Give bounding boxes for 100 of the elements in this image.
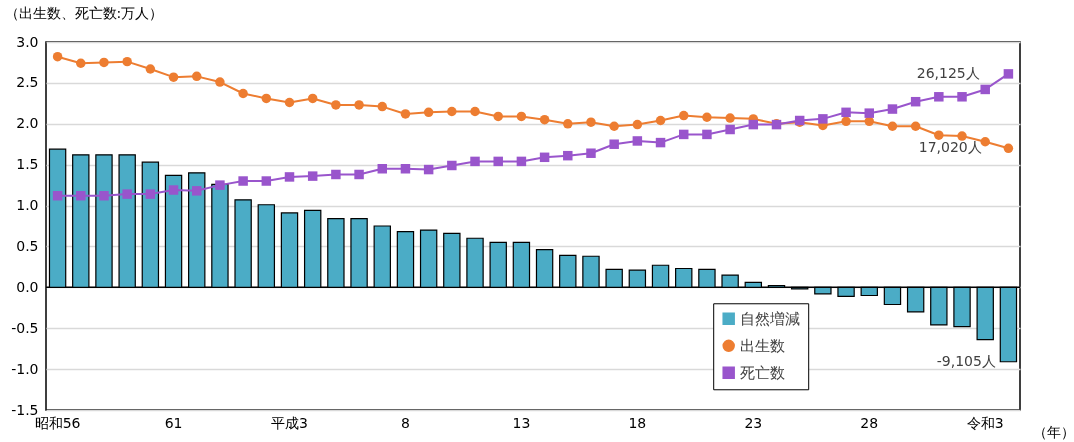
- y-tick-label: 3.0: [16, 33, 39, 50]
- legend-label: 自然増減: [740, 309, 801, 328]
- annotation: 26,125人: [916, 64, 980, 81]
- point: [818, 114, 828, 124]
- point: [238, 176, 248, 186]
- point: [261, 176, 272, 186]
- point: [1003, 69, 1014, 79]
- point: [145, 64, 156, 74]
- point: [934, 130, 944, 140]
- point: [215, 77, 225, 87]
- annotation: -9,105人: [936, 352, 996, 369]
- x-tick-label: 平成3: [271, 414, 308, 431]
- point: [957, 92, 967, 102]
- point: [400, 109, 411, 119]
- point: [52, 51, 63, 62]
- point: [377, 164, 388, 174]
- x-tick-label: 令和3: [966, 414, 1004, 431]
- point: [307, 171, 318, 181]
- point: [192, 71, 202, 82]
- point: [910, 96, 921, 107]
- point: [377, 101, 387, 112]
- point: [400, 164, 411, 174]
- point: [632, 136, 643, 146]
- point: [980, 84, 990, 95]
- point: [423, 164, 434, 175]
- point: [307, 93, 318, 104]
- point: [215, 180, 225, 190]
- y-axis-title: （出生数、死亡数:万人）: [4, 4, 164, 21]
- point: [864, 108, 875, 118]
- point: [122, 189, 132, 199]
- legend-label: 出生数: [740, 336, 786, 355]
- x-axis-title: （年）: [1032, 423, 1074, 440]
- point: [725, 124, 735, 135]
- point: [168, 72, 179, 82]
- point: [609, 121, 619, 131]
- point: [655, 137, 666, 148]
- point: [493, 156, 503, 167]
- point: [980, 137, 990, 147]
- point: [609, 139, 619, 149]
- point: [261, 93, 272, 104]
- point: [447, 106, 457, 117]
- point: [1003, 143, 1014, 154]
- point: [76, 58, 86, 68]
- point: [679, 129, 689, 140]
- point: [470, 106, 480, 117]
- point: [957, 131, 967, 141]
- point: [516, 156, 527, 167]
- point: [539, 114, 550, 125]
- point: [122, 56, 132, 67]
- y-tick-label: 0.0: [16, 278, 39, 295]
- point: [284, 172, 295, 182]
- point: [331, 169, 341, 180]
- point: [725, 113, 735, 123]
- x-tick-label: 61: [164, 414, 183, 431]
- point: [655, 115, 666, 126]
- x-tick-label: 8: [400, 414, 410, 431]
- point: [563, 150, 573, 161]
- point: [284, 97, 295, 108]
- point: [910, 121, 921, 131]
- point: [586, 148, 596, 158]
- legend-label: 死亡数: [740, 363, 786, 382]
- point: [470, 156, 480, 167]
- point: [99, 191, 109, 201]
- y-tick-label: -1.0: [11, 360, 39, 377]
- point: [168, 185, 179, 195]
- y-tick-label: 1.5: [16, 156, 39, 173]
- point: [76, 191, 86, 201]
- point: [887, 121, 898, 131]
- y-tick-label: -0.5: [11, 319, 39, 336]
- point: [354, 169, 364, 180]
- point: [702, 112, 712, 122]
- point: [493, 111, 503, 122]
- y-tick-label: 1.0: [16, 197, 39, 214]
- point: [679, 110, 689, 121]
- point: [238, 88, 248, 99]
- point: [331, 100, 341, 110]
- point: [52, 191, 63, 201]
- point: [447, 160, 457, 171]
- point: [934, 92, 944, 102]
- point: [887, 104, 898, 114]
- x-tick-label: 28: [860, 414, 879, 431]
- point: [354, 100, 364, 110]
- point: [99, 57, 109, 68]
- point: [563, 119, 573, 129]
- y-tick-label: 0.5: [16, 237, 39, 254]
- point: [192, 186, 202, 196]
- point: [516, 111, 527, 122]
- point: [632, 119, 643, 130]
- point: [539, 152, 550, 163]
- x-tick-label: 18: [628, 414, 647, 431]
- point: [841, 107, 851, 118]
- point: [145, 189, 156, 199]
- y-tick-label: 2.0: [16, 115, 39, 132]
- y-tick-label: 2.5: [16, 74, 39, 91]
- point: [423, 107, 434, 118]
- x-tick-label: 13: [512, 414, 531, 431]
- point: [748, 119, 759, 130]
- point: [702, 129, 712, 140]
- annotation: 17,020人: [918, 139, 982, 156]
- x-tick-label: 23: [744, 414, 763, 431]
